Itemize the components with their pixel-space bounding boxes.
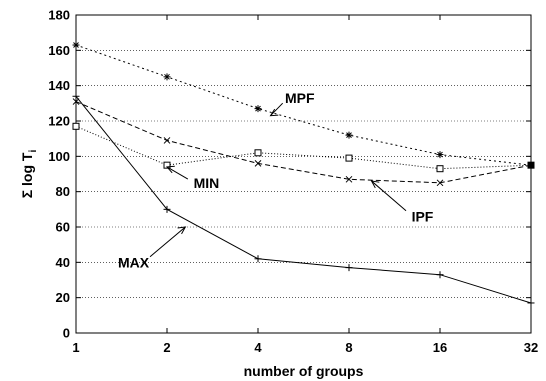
series-line-min (75, 125, 532, 170)
data-point-ipf (436, 179, 444, 187)
data-point-mpf (254, 105, 262, 113)
grid (76, 50, 531, 298)
data-point-max (163, 205, 171, 213)
y-tick-label: 120 (48, 114, 70, 129)
annotation-label-min: MIN (194, 175, 220, 191)
series-max (72, 92, 535, 307)
x-axis-title: number of groups (244, 363, 364, 379)
annotation-arrow-min (166, 166, 189, 180)
annotation-max: MAX (118, 226, 187, 270)
x-tick-label: 16 (433, 340, 447, 355)
annotation-arrow-ipf (371, 180, 407, 212)
y-tick-label: 20 (56, 290, 70, 305)
series-ipf (72, 98, 535, 187)
series-layer (72, 41, 535, 307)
data-point-min (254, 149, 262, 157)
data-point-min (345, 154, 353, 162)
annotation-arrow-max (149, 226, 186, 258)
y-tick-label: 180 (48, 8, 70, 23)
plot-frame (75, 14, 532, 334)
series-line-ipf (75, 101, 532, 184)
annotation-label-ipf: IPF (412, 208, 434, 224)
data-point-ipf (254, 160, 262, 167)
data-point-max (254, 255, 262, 263)
annotation-mpf: MPF (269, 90, 315, 117)
y-axis-title-subscript: i (28, 150, 39, 153)
y-axis-title-main: Σ log T (19, 152, 35, 198)
annotation-arrowhead-mpf (269, 108, 279, 117)
data-point-min (163, 161, 171, 169)
annotation-min: MIN (165, 165, 220, 191)
x-tick-label: 1 (72, 340, 79, 355)
annotation-arrowhead-ipf (370, 180, 380, 189)
y-axis: 0 20 40 60 80 100 120 140 160 180 (48, 8, 531, 341)
y-tick-label: 160 (48, 43, 70, 58)
x-tick-label: 2 (163, 340, 170, 355)
annotation-arrowhead-max (177, 226, 187, 235)
data-point-ipf (163, 137, 171, 144)
x-axis: 1 2 4 8 16 32 (72, 15, 538, 355)
data-point-max (72, 92, 80, 100)
data-point-mpf (72, 41, 80, 49)
x-tick-label: 4 (254, 340, 262, 355)
data-point-mpf (436, 151, 444, 159)
y-tick-label: 100 (48, 149, 70, 164)
y-tick-label: 80 (56, 184, 70, 199)
x-tick-label: 32 (524, 340, 538, 355)
data-point-min (436, 165, 444, 173)
series-min (72, 122, 535, 173)
data-point-mpf (163, 73, 171, 81)
series-line-max (75, 95, 532, 304)
data-point-max (436, 271, 444, 279)
series-mpf (72, 41, 535, 169)
y-tick-label: 40 (56, 255, 70, 270)
annotation-arrowhead-min (165, 165, 175, 174)
series-line-mpf (75, 44, 532, 166)
data-point-min (72, 122, 80, 130)
annotation-layer: MPF MIN IPF MAX (118, 90, 434, 270)
annotation-label-max: MAX (118, 254, 150, 270)
x-tick-label: 8 (345, 340, 352, 355)
data-point-mpf (345, 131, 353, 139)
endpoint-marker (528, 162, 534, 169)
y-tick-label: 60 (56, 220, 70, 235)
y-tick-label: 0 (63, 326, 70, 341)
annotation-ipf: IPF (370, 180, 434, 224)
annotation-label-mpf: MPF (285, 90, 315, 106)
data-point-max (345, 264, 353, 272)
data-point-ipf (345, 175, 353, 183)
data-point-max (527, 299, 535, 307)
y-axis-title: Σ log Ti (19, 150, 39, 199)
y-tick-label: 140 (48, 78, 70, 93)
annotation-arrow-mpf (270, 102, 284, 117)
